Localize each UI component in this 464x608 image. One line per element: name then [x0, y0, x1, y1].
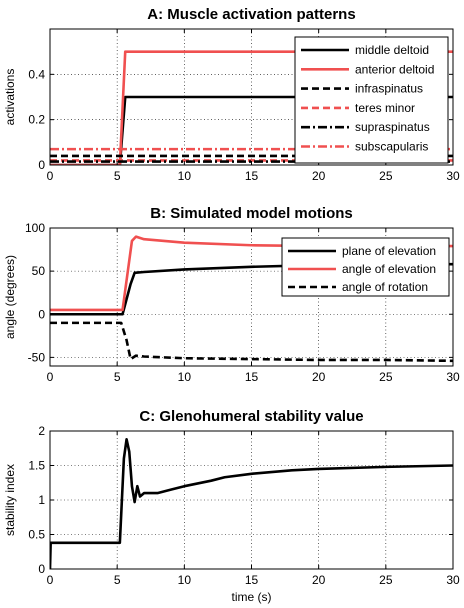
y-tick-label: 1.5 [28, 459, 45, 473]
x-tick-label: 15 [245, 169, 259, 183]
x-tick-label: 0 [47, 370, 54, 384]
chart-panel-3: 0 5 10 15 20 25 30 0 0.5 1 1.5 2 C: Glenohumeral sta… [3, 408, 460, 604]
y-tick-label: 0 [38, 562, 45, 576]
x-tick-label: 10 [178, 169, 192, 183]
x-tick-label: 10 [178, 573, 192, 587]
legend-label: angle of rotation [342, 280, 428, 294]
x-tick-label: 5 [114, 370, 121, 384]
series-line-angle-of-rotation [50, 321, 453, 363]
y-axis-label: stability index [3, 464, 17, 536]
legend-label: teres minor [355, 101, 415, 115]
legend-label: infraspinatus [355, 82, 423, 96]
x-tick-label: 20 [312, 370, 326, 384]
x-tick-label: 20 [312, 169, 326, 183]
x-tick-label: 15 [245, 370, 259, 384]
y-tick-label: -50 [28, 350, 46, 364]
series-line-stability [50, 437, 453, 569]
x-tick-label: 0 [47, 573, 54, 587]
y-tick-label: 50 [32, 264, 46, 278]
y-tick-label: 0.2 [28, 113, 45, 127]
x-tick-label: 10 [178, 370, 192, 384]
chart-panel-1: 0 5 10 15 20 25 30 0 0.2 0.4 A: Muscle activation … [3, 6, 460, 183]
x-tick-label: 5 [114, 573, 121, 587]
y-tick-label: 0 [38, 158, 45, 172]
x-tick-label: 30 [446, 169, 460, 183]
series-line-anterior-deltoid [50, 50, 453, 165]
legend-box [281, 237, 450, 297]
legend-label: subscapularis [355, 140, 428, 154]
x-axis-label: time (s) [232, 590, 272, 604]
legend-label: supraspinatus [355, 120, 430, 134]
y-axis-label: activations [3, 69, 17, 126]
y-tick-label: 2 [38, 424, 45, 438]
legend-label: middle deltoid [355, 43, 429, 57]
legend-box [294, 36, 449, 164]
legend: middle deltoid anterior deltoid infraspina… [294, 36, 449, 164]
y-tick-label: 0 [38, 307, 45, 321]
chart-title: C: Glenohumeral stability value [139, 408, 363, 425]
x-tick-label: 5 [114, 169, 121, 183]
x-tick-label: 15 [245, 573, 259, 587]
x-tick-label: 25 [379, 169, 393, 183]
y-tick-label: 1 [38, 493, 45, 507]
legend-label: plane of elevation [342, 244, 436, 258]
legend: plane of elevation angle of elevation angl… [281, 237, 450, 297]
chart-title: B: Simulated model motions [150, 205, 353, 222]
y-tick-label: 100 [25, 221, 45, 235]
x-tick-label: 25 [379, 370, 393, 384]
x-tick-label: 25 [379, 573, 393, 587]
x-tick-label: 30 [446, 370, 460, 384]
y-tick-label: 0.4 [28, 67, 45, 81]
y-axis-label: angle (degrees) [3, 255, 17, 339]
x-tick-label: 30 [446, 573, 460, 587]
x-tick-label: 0 [47, 169, 54, 183]
legend-label: anterior deltoid [355, 62, 434, 76]
legend-label: angle of elevation [342, 262, 436, 276]
x-tick-label: 20 [312, 573, 326, 587]
chart-title: A: Muscle activation patterns [147, 6, 355, 23]
series-group [50, 437, 453, 569]
y-tick-label: 0.5 [28, 528, 45, 542]
